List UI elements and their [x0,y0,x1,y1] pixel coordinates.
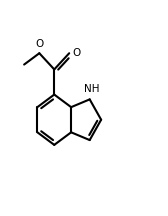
Text: NH: NH [84,84,99,94]
Text: O: O [35,39,44,49]
Text: O: O [72,48,80,58]
